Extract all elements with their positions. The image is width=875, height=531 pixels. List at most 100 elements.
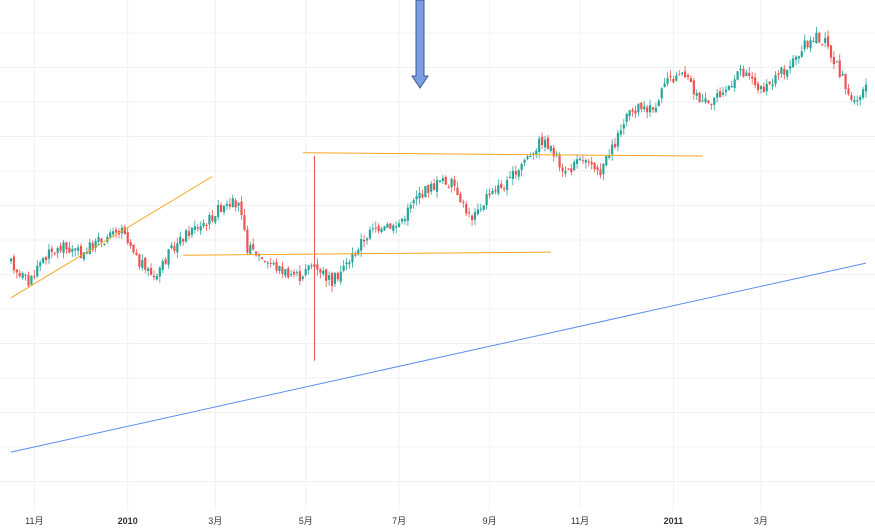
candle-up — [637, 103, 640, 113]
rising-support-line[interactable] — [10, 176, 213, 299]
candle-up — [348, 262, 351, 265]
candle-up — [526, 156, 529, 160]
candle-down — [68, 247, 71, 253]
candle-down — [558, 154, 561, 168]
x-tick-label: 11月 — [571, 516, 589, 526]
candle-up — [491, 191, 494, 194]
candle-up — [24, 274, 27, 276]
candle-up — [400, 218, 404, 222]
candle-down — [806, 41, 809, 48]
candle-down — [281, 266, 284, 274]
candle-down — [500, 183, 503, 188]
candle-up — [605, 155, 608, 166]
candle-up — [412, 200, 415, 204]
candle-up — [549, 146, 552, 151]
candle-up — [42, 258, 45, 263]
candle-down — [152, 275, 156, 278]
candle-up — [681, 72, 684, 74]
candle-up — [190, 228, 194, 235]
candle-up — [611, 144, 614, 155]
candle-down — [211, 215, 214, 221]
candle-up — [435, 180, 439, 192]
candle-down — [144, 257, 147, 270]
candle-down — [503, 188, 506, 190]
long-trendline-line[interactable] — [10, 262, 867, 453]
candle-down — [631, 109, 634, 112]
candle-down — [292, 271, 296, 275]
candle-up — [564, 170, 567, 174]
candle-up — [386, 224, 389, 228]
candle-up — [724, 89, 728, 92]
candle-up — [608, 155, 611, 158]
candle-down — [596, 167, 599, 170]
candle-up — [666, 78, 669, 84]
candle-up — [780, 67, 783, 74]
candle-up — [824, 38, 827, 43]
candle-up — [861, 89, 865, 98]
candle-down — [374, 227, 377, 229]
candle-up — [864, 84, 868, 92]
candle-up — [415, 196, 418, 200]
candle-up — [704, 98, 707, 103]
candle-down — [646, 107, 649, 113]
candle-down — [173, 246, 176, 251]
candle-down — [252, 244, 255, 250]
candle-up — [800, 51, 803, 57]
x-tick-label: 3月 — [208, 516, 222, 526]
candle-up — [622, 124, 625, 129]
candle-down — [444, 176, 447, 185]
candle-down — [275, 262, 278, 271]
candle-down — [613, 143, 617, 148]
candle-up — [573, 161, 576, 171]
candle-up — [654, 107, 657, 112]
candle-down — [15, 269, 18, 273]
candle-up — [430, 183, 433, 192]
candle-up — [529, 156, 532, 158]
candle-down — [599, 169, 602, 176]
candle-up — [473, 212, 477, 220]
candle-down — [298, 271, 301, 281]
candle-up — [392, 225, 395, 231]
candle-down — [269, 262, 272, 264]
range-bottom-line[interactable] — [183, 251, 551, 256]
down-arrow-annotation[interactable] — [411, 0, 429, 89]
candle-up — [759, 85, 763, 89]
candle-down — [640, 102, 643, 110]
annotations — [10, 0, 867, 453]
candle-down — [686, 75, 690, 78]
range-top-line[interactable] — [302, 152, 703, 157]
candle-up — [648, 105, 652, 113]
candle-up — [482, 205, 485, 210]
candle-down — [756, 83, 760, 90]
candle-down — [590, 161, 593, 165]
candle-down — [319, 269, 322, 273]
candle-up — [727, 85, 730, 90]
candle-down — [196, 227, 199, 229]
candle-up — [803, 40, 806, 49]
candle-up — [441, 178, 444, 181]
candle-up — [841, 73, 844, 76]
candle-down — [354, 254, 357, 256]
candle-down — [821, 44, 824, 46]
candle-down — [818, 32, 821, 43]
candle-up — [789, 66, 792, 69]
candle-down — [287, 268, 290, 278]
candle-up — [625, 113, 628, 122]
candle-down — [330, 273, 334, 286]
candle-down — [844, 74, 847, 89]
candle-down — [465, 204, 468, 214]
candle-up — [576, 159, 579, 164]
candle-down — [18, 272, 21, 277]
candle-up — [97, 236, 100, 242]
candle-up — [284, 269, 287, 276]
candle-down — [762, 86, 765, 92]
candle-up — [345, 262, 348, 265]
candle-up — [310, 265, 313, 267]
candle-down — [742, 69, 745, 77]
candle-down — [447, 186, 450, 188]
candle-up — [322, 270, 325, 275]
candle-down — [240, 201, 243, 216]
candle-up — [835, 61, 838, 63]
candle-up — [628, 110, 631, 116]
